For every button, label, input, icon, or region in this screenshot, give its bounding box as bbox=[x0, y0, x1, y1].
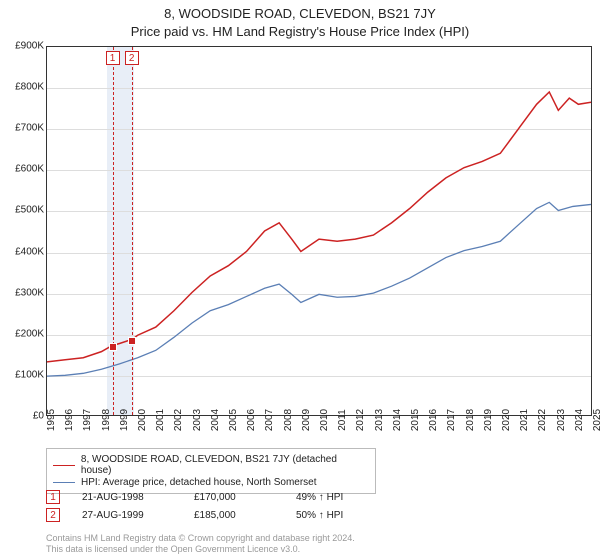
plot-area: 12 bbox=[46, 46, 592, 416]
marker-number-badge: 1 bbox=[106, 51, 120, 65]
y-axis-label: £0 bbox=[33, 411, 44, 422]
transaction-date: 21-AUG-1998 bbox=[82, 492, 172, 503]
y-axis-label: £700K bbox=[15, 123, 44, 134]
transaction-row: 1 21-AUG-1998 £170,000 49% ↑ HPI bbox=[46, 490, 343, 504]
legend-label: 8, WOODSIDE ROAD, CLEVEDON, BS21 7JY (de… bbox=[81, 454, 369, 476]
credit-text: Contains HM Land Registry data © Crown c… bbox=[46, 533, 355, 556]
y-axis-label: £500K bbox=[15, 205, 44, 216]
series-property bbox=[47, 92, 591, 362]
y-axis-label: £200K bbox=[15, 328, 44, 339]
marker-guideline bbox=[132, 47, 133, 415]
credit-line-1: Contains HM Land Registry data © Crown c… bbox=[46, 533, 355, 545]
transaction-row: 2 27-AUG-1999 £185,000 50% ↑ HPI bbox=[46, 508, 343, 522]
line-series-svg bbox=[47, 47, 591, 415]
transaction-number-badge: 1 bbox=[46, 490, 60, 504]
transaction-number-badge: 2 bbox=[46, 508, 60, 522]
transaction-pct: 50% ↑ HPI bbox=[296, 510, 343, 521]
marker-number-badge: 2 bbox=[125, 51, 139, 65]
y-axis-label: £400K bbox=[15, 246, 44, 257]
transaction-price: £185,000 bbox=[194, 510, 274, 521]
credit-line-2: This data is licensed under the Open Gov… bbox=[46, 544, 355, 556]
y-axis-label: £100K bbox=[15, 369, 44, 380]
chart-subtitle: Price paid vs. HM Land Registry's House … bbox=[0, 24, 600, 39]
chart-title-address: 8, WOODSIDE ROAD, CLEVEDON, BS21 7JY bbox=[0, 6, 600, 21]
y-axis-label: £900K bbox=[15, 41, 44, 52]
marker-point bbox=[128, 337, 136, 345]
legend-item: 8, WOODSIDE ROAD, CLEVEDON, BS21 7JY (de… bbox=[53, 454, 369, 476]
legend: 8, WOODSIDE ROAD, CLEVEDON, BS21 7JY (de… bbox=[46, 448, 376, 494]
transaction-table: 1 21-AUG-1998 £170,000 49% ↑ HPI 2 27-AUG-199… bbox=[46, 490, 343, 526]
transaction-price: £170,000 bbox=[194, 492, 274, 503]
transaction-date: 27-AUG-1999 bbox=[82, 510, 172, 521]
legend-swatch bbox=[53, 482, 75, 483]
title-block: 8, WOODSIDE ROAD, CLEVEDON, BS21 7JY Pri… bbox=[0, 0, 600, 39]
y-axis-label: £600K bbox=[15, 164, 44, 175]
legend-label: HPI: Average price, detached house, Nort… bbox=[81, 477, 317, 488]
y-axis-label: £300K bbox=[15, 287, 44, 298]
marker-point bbox=[109, 343, 117, 351]
marker-guideline bbox=[113, 47, 114, 415]
x-axis-label: 2025 bbox=[592, 409, 600, 431]
y-axis-label: £800K bbox=[15, 82, 44, 93]
transaction-pct: 49% ↑ HPI bbox=[296, 492, 343, 503]
legend-swatch bbox=[53, 465, 75, 466]
chart-container: 8, WOODSIDE ROAD, CLEVEDON, BS21 7JY Pri… bbox=[0, 0, 600, 560]
legend-item: HPI: Average price, detached house, Nort… bbox=[53, 477, 369, 488]
series-hpi bbox=[47, 202, 591, 376]
